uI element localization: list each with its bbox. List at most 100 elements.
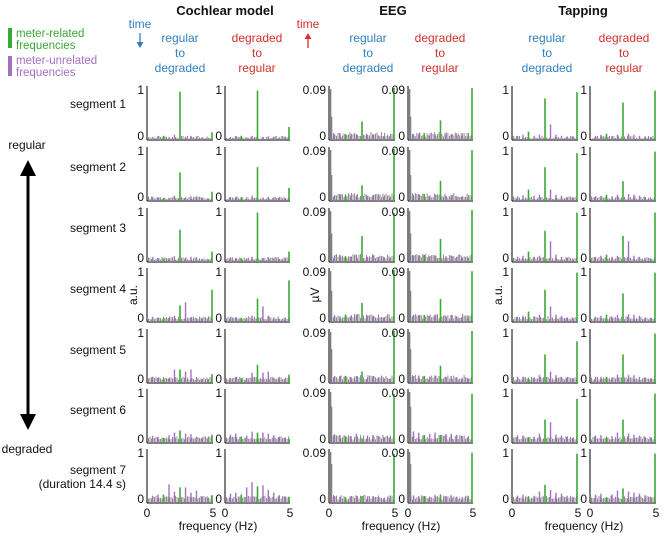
side-axis-bottom-label: degraded [2, 442, 53, 456]
subcol-header-line: regular [528, 31, 565, 45]
spectrum-panel: 10 [215, 144, 290, 204]
y-tick-label: 1 [580, 265, 587, 279]
legend-label-meter-unrelated-line1: meter-unrelated [16, 55, 97, 67]
time-label-blue: time [129, 17, 152, 31]
spectrum-panel: 0.09 0 [382, 144, 473, 204]
x-tick-label: 5 [210, 506, 217, 520]
side-axis-arrow-down [20, 414, 36, 430]
spectrum-panel: 0.09 0 [303, 144, 395, 204]
y-tick-label: 1 [502, 144, 509, 158]
y-tick-label: 1 [215, 144, 222, 158]
spectrum-panel: 1 00 5 [580, 446, 659, 520]
y-tick-label: 0 [502, 372, 509, 386]
y-tick-label: 1 [502, 205, 509, 219]
y-tick-label: 1 [580, 446, 587, 460]
subcol-header-line: to [542, 46, 552, 60]
regular-degraded-axis: regular degraded [2, 138, 53, 456]
segment-label: segment 2 [70, 160, 126, 174]
y-tick-label: 1 [137, 446, 144, 460]
y-tick-label: 1 [137, 386, 144, 400]
y-tick-label: 0.09 [382, 265, 406, 279]
y-tick-label: 1 [502, 265, 509, 279]
time-arrow-down-head [136, 42, 144, 48]
subcol-header-tapping-rd: regular to degraded [522, 31, 573, 75]
y-tick-label: 0 [398, 372, 405, 386]
y-tick-label: 0.09 [382, 386, 406, 400]
group-title-tapping: Tapping [558, 3, 608, 18]
y-tick-label: 0 [215, 311, 222, 325]
spectrum-panel: 10 [580, 83, 656, 143]
subcol-header-line: degraded [522, 61, 573, 75]
y-tick-label: 0 [319, 372, 326, 386]
y-tick-label: 0 [398, 251, 405, 265]
spectrum-panel: 10 [137, 386, 213, 446]
y-tick-label: 0.09 [303, 446, 327, 460]
x-tick-label: 5 [470, 506, 477, 520]
y-tick-label: 0 [580, 129, 587, 143]
subcol-header-line: regular [349, 31, 386, 45]
subcol-header-line: degraded [599, 31, 650, 45]
x-tick-label: 0 [144, 506, 151, 520]
y-tick-label: 1 [502, 326, 509, 340]
spectrum-panel: 1 00 5 [502, 446, 581, 520]
y-tick-label: 0 [398, 492, 405, 506]
subcol-header-line: to [252, 46, 262, 60]
y-tick-label: 0 [580, 432, 587, 446]
x-tick-label: 5 [653, 506, 660, 520]
segment-label: segment 4 [70, 282, 126, 296]
y-tick-label: 0 [319, 432, 326, 446]
spectrum-panel: 10 [502, 386, 578, 446]
y-tick-label: 0.09 [382, 144, 406, 158]
y-tick-label: 0.09 [303, 386, 327, 400]
segment-label-sub: (duration 14.4 s) [39, 477, 126, 491]
spectrum-panel: 0.09 0 [303, 386, 395, 446]
y-tick-label: 1 [215, 386, 222, 400]
segment-labels: segment 1 segment 2 segment 3 segment 4 … [39, 97, 127, 491]
spectrum-panel: 10 [580, 265, 656, 325]
y-tick-label: 0 [398, 129, 405, 143]
y-tick-label: 0 [319, 129, 326, 143]
y-tick-label: 1 [580, 83, 587, 97]
y-tick-label: 0 [319, 251, 326, 265]
y-tick-label: 0 [137, 251, 144, 265]
y-tick-label: 0 [319, 492, 326, 506]
spectrum-panel: 10 [502, 83, 578, 143]
legend-swatch-meter-related [8, 28, 12, 48]
spectrum-panel: 10 [580, 326, 656, 386]
y-tick-label: 0.09 [303, 144, 327, 158]
y-tick-label: 0.09 [303, 265, 327, 279]
legend-label-meter-related-line2: frequencies [16, 40, 76, 52]
segment-label: segment 3 [70, 221, 126, 235]
y-tick-label: 1 [580, 205, 587, 219]
y-tick-label: 1 [137, 205, 144, 219]
subcol-header-line: degraded [343, 61, 394, 75]
segment-label: segment 1 [70, 97, 126, 111]
y-tick-label: 0 [580, 190, 587, 204]
spectrum-panel: 0.09 0 [303, 205, 395, 265]
group-title-cochlear: Cochlear model [176, 3, 274, 18]
subcol-header-line: regular [605, 61, 642, 75]
y-tick-label: 1 [137, 326, 144, 340]
x-tick-label: 0 [405, 506, 412, 520]
y-tick-label: 1 [215, 205, 222, 219]
subcol-header-cochlear-dr: degraded to regular [232, 31, 283, 75]
x-tick-label: 0 [222, 506, 229, 520]
spectrum-panel: 10 [215, 326, 290, 386]
spectrum-panel: 10 [215, 83, 290, 143]
spectrum-panel: 10 [215, 205, 290, 265]
spectrum-panel: 0.09 00 5 [303, 446, 399, 520]
y-tick-label: 0 [137, 432, 144, 446]
y-tick-label: 0 [398, 190, 405, 204]
spectrum-panel: 0.09 0 [382, 83, 473, 143]
y-tick-label: 0 [137, 311, 144, 325]
subcol-header-tapping-dr: degraded to regular [599, 31, 650, 75]
spectrum-panel: 0.09 0 [382, 265, 473, 325]
y-tick-label: 0 [215, 251, 222, 265]
subcol-header-line: degraded [155, 61, 206, 75]
x-tick-label: 0 [509, 506, 516, 520]
spectrum-panel: 1 00 5 [137, 446, 216, 520]
y-tick-label: 0 [215, 372, 222, 386]
x-tick-label: 5 [287, 506, 294, 520]
y-tick-label: 0 [137, 190, 144, 204]
